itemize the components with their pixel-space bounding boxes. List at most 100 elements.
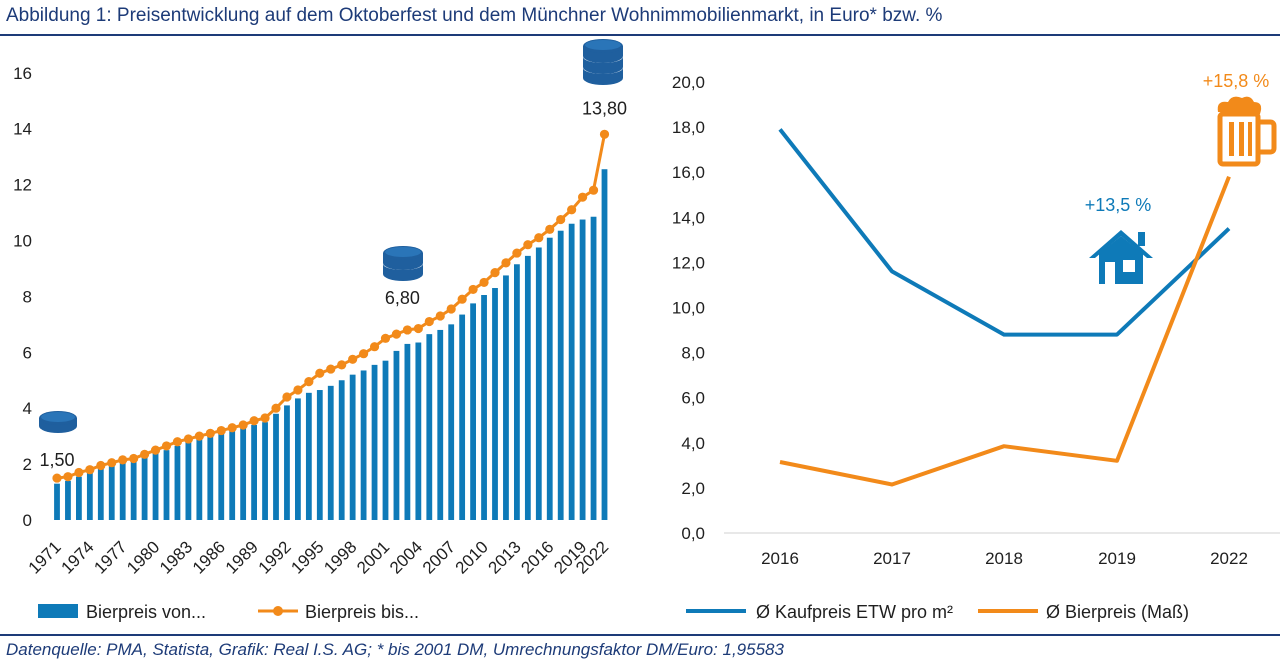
- line-point-1989: [249, 416, 259, 426]
- bar-2011: [492, 288, 498, 520]
- line-point-1987: [227, 423, 237, 433]
- bar-1987: [229, 430, 236, 520]
- line-point-2022: [599, 129, 610, 139]
- bar-1983: [185, 441, 192, 520]
- apartment-price-line: [778, 128, 1231, 337]
- y-tick-label: 16: [13, 64, 32, 83]
- line-point-1999: [359, 349, 369, 359]
- x-tick-label: 1977: [90, 537, 130, 577]
- bar-2009: [470, 303, 476, 520]
- line-point-2011: [490, 268, 500, 278]
- bar-1979: [141, 455, 148, 520]
- line-point-1981: [161, 441, 172, 451]
- line-point-2012: [501, 258, 511, 268]
- value-label: 6,80: [385, 288, 420, 308]
- line-point-2003: [402, 325, 412, 335]
- bar-1980: [152, 452, 159, 520]
- line-point-1993: [293, 385, 303, 395]
- line-point-1972: [63, 472, 73, 482]
- bar-1995: [316, 390, 323, 520]
- x-tick-label: 2022: [1210, 549, 1248, 568]
- legend-label: Ø Kaufpreis ETW pro m²: [756, 602, 953, 622]
- bar-1978: [130, 458, 137, 520]
- line-point-2016: [545, 224, 555, 234]
- line-point-1988: [238, 420, 248, 430]
- y-tick-label: 8,0: [681, 344, 705, 363]
- coin-stack-icon: [383, 246, 423, 281]
- x-tick-label: 1998: [320, 537, 360, 577]
- line-point-1985: [205, 428, 215, 438]
- x-tick-label: 2016: [517, 537, 557, 577]
- line-point-1978: [129, 453, 139, 464]
- bar-2001: [382, 360, 389, 520]
- line-point-2000: [369, 342, 380, 352]
- bar-2019: [579, 219, 586, 520]
- x-tick-label: 1980: [123, 537, 163, 577]
- line-point-1977: [118, 455, 128, 465]
- bar-2018: [568, 223, 575, 521]
- line-point-1992: [282, 392, 292, 402]
- line-point-1997: [337, 360, 347, 370]
- y-tick-label: 10: [13, 232, 32, 251]
- y-tick-label: 12: [13, 176, 32, 195]
- y-tick-label: 6,0: [681, 389, 705, 408]
- y-tick-label: 0: [23, 511, 32, 530]
- bar-1972: [65, 480, 71, 520]
- y-tick-label: 14: [13, 120, 32, 139]
- y-tick-label: 20,0: [672, 73, 705, 92]
- line-point-1976: [107, 458, 117, 468]
- bar-2016: [546, 237, 553, 520]
- line-point-1986: [216, 425, 226, 436]
- bar-1986: [218, 433, 225, 520]
- source-note: Datenquelle: PMA, Statista, Grafik: Real…: [6, 640, 784, 659]
- line-point-2004: [413, 323, 423, 334]
- bar-1991: [273, 413, 279, 520]
- line-point-1991: [271, 403, 281, 413]
- bar-2012: [503, 275, 509, 520]
- bar-2020: [590, 216, 597, 520]
- bar-1990: [262, 422, 268, 520]
- x-tick-label: 2016: [761, 549, 799, 568]
- line-point-1974: [85, 465, 95, 475]
- x-tick-label: 1989: [222, 537, 262, 577]
- bar-2013: [514, 264, 520, 520]
- line-point-1994: [304, 377, 314, 387]
- bar-1977: [119, 461, 126, 520]
- bar-2007: [448, 324, 455, 520]
- x-tick-label: 2004: [386, 537, 426, 577]
- value-label: 1,50: [39, 450, 74, 470]
- x-tick-label: 1992: [255, 537, 295, 577]
- y-tick-label: 0,0: [681, 524, 705, 543]
- y-tick-label: 2: [23, 455, 32, 474]
- line-point-2006: [435, 311, 445, 321]
- bar-2002: [393, 350, 400, 520]
- bar-1996: [327, 385, 334, 520]
- title-divider: [0, 34, 1280, 36]
- legend-swatch-marker: [273, 606, 283, 616]
- bar-1981: [163, 450, 170, 520]
- legend-label: Ø Bierpreis (Maß): [1046, 602, 1189, 622]
- bar-2008: [459, 314, 466, 520]
- chart-title: Abbildung 1: Preisentwicklung auf dem Ok…: [6, 5, 943, 26]
- line-point-2007: [446, 304, 456, 314]
- beer-mug-icon: [1217, 96, 1277, 167]
- bar-1993: [295, 398, 301, 520]
- x-tick-label: 2007: [419, 537, 459, 577]
- line-point-1980: [150, 445, 161, 455]
- coin-stack-icon: [583, 39, 623, 85]
- bar-1971: [54, 483, 60, 520]
- x-tick-label: 1974: [57, 537, 97, 577]
- bar-2017: [557, 230, 564, 520]
- line-point-2018: [567, 205, 577, 215]
- bar-1989: [251, 424, 257, 520]
- line-point-2005: [424, 316, 434, 327]
- x-tick-label: 1995: [287, 537, 327, 577]
- bar-2015: [535, 247, 542, 521]
- bar-1976: [108, 464, 115, 520]
- legend-label: Bierpreis von...: [86, 602, 206, 622]
- line-point-2008: [457, 294, 467, 304]
- value-label: +15,8 %: [1203, 71, 1270, 91]
- bar-2004: [415, 342, 422, 520]
- bar-1998: [349, 374, 356, 520]
